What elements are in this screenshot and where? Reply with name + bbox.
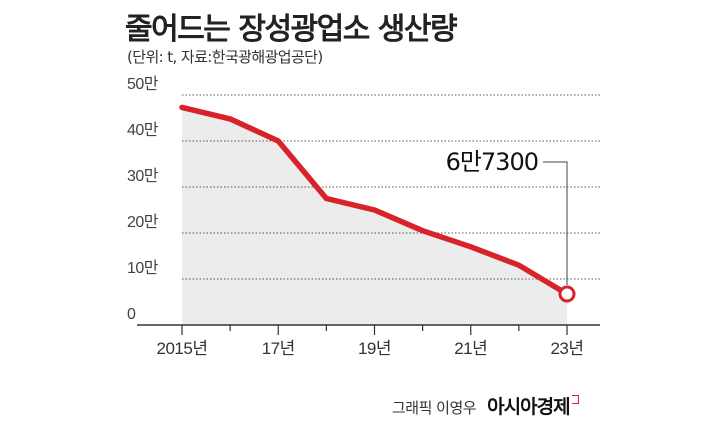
- credit-line: 그래픽 이영우 아시아경제: [392, 392, 579, 419]
- chart-subtitle: (단위: t, 자료:한국광해광업공단): [127, 48, 323, 66]
- x-tick-label: 17년: [262, 339, 295, 358]
- y-tick-label: 10만: [127, 259, 159, 277]
- x-tick-label: 23년: [550, 339, 583, 358]
- area-fill: [182, 107, 567, 325]
- y-tick-label: 50만: [127, 75, 159, 93]
- graphic-credit: 그래픽 이영우: [392, 399, 477, 417]
- y-tick-label: 30만: [127, 167, 159, 185]
- annotation-leader-line: [543, 161, 568, 286]
- y-tick-label: 0: [127, 306, 136, 323]
- chart-title: 줄어드는 장성광업소 생산량: [125, 12, 458, 47]
- publisher-logo-mark-icon: [571, 395, 579, 404]
- x-tick-label: 19년: [358, 339, 391, 358]
- y-tick-label: 20만: [127, 213, 159, 231]
- annotation-label: 6만7300: [446, 148, 538, 176]
- data-point-highlight: [558, 285, 576, 303]
- y-tick-label: 40만: [127, 121, 159, 139]
- x-tick-label: 2015년: [157, 339, 208, 358]
- series-line: [179, 104, 570, 297]
- x-tick-label: 21년: [454, 339, 487, 358]
- publisher-logo: 아시아경제: [487, 396, 570, 418]
